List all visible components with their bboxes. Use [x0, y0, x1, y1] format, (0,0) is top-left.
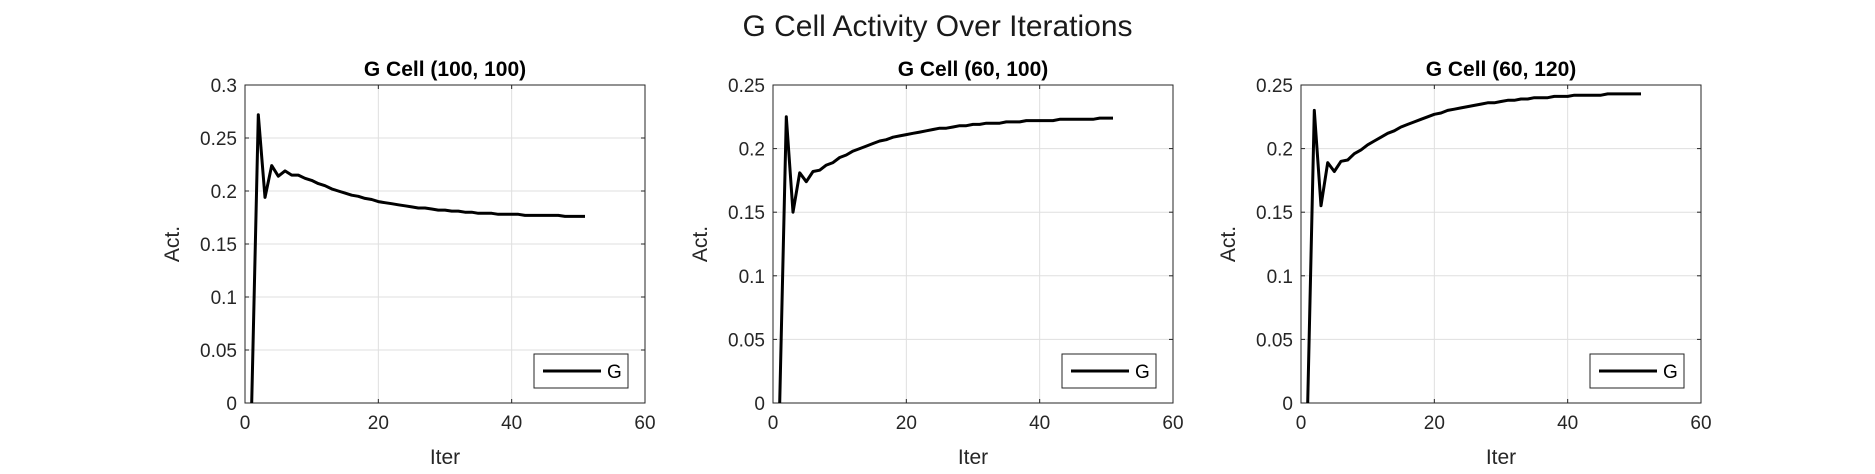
x-tick-label: 0 — [1296, 413, 1307, 434]
plot-area-frame — [1300, 84, 1702, 404]
x-tick-label: 0 — [768, 413, 779, 434]
x-tick-label: 40 — [1029, 413, 1050, 434]
x-axis-label: Iter — [1486, 446, 1516, 469]
x-axis-label: Iter — [430, 446, 460, 469]
x-tick-label: 60 — [634, 413, 655, 434]
x-tick-label: 40 — [1557, 413, 1578, 434]
chart-panel-1: 0 20 40 60 0 0.05 0.1 0.15 0.2 0.25 0.3 G Cell (100… — [161, 58, 656, 469]
x-tick-label: 20 — [368, 413, 389, 434]
y-tick-label: 0 — [754, 394, 765, 415]
chart-title: G Cell (100, 100) — [364, 58, 526, 81]
legend: G — [1061, 353, 1157, 389]
y-tick-label: 0.2 — [211, 182, 237, 203]
plot-area-frame — [772, 84, 1174, 404]
y-tick-label: 0.05 — [728, 330, 765, 351]
legend-label: G — [607, 362, 622, 383]
legend-label: G — [1663, 362, 1678, 383]
y-tick-label: 0.2 — [1267, 140, 1293, 161]
y-tick-label: 0 — [226, 394, 237, 415]
y-tick-label: 0 — [1282, 394, 1293, 415]
series-line-G — [1306, 92, 1641, 404]
y-tick-label: 0.05 — [1256, 330, 1293, 351]
y-tick-label: 0.15 — [200, 235, 237, 256]
y-axis-label: Act. — [1217, 226, 1240, 262]
chart-title: G Cell (60, 100) — [898, 58, 1049, 81]
y-tick-label: 0.25 — [200, 129, 237, 150]
y-tick-label: 0.1 — [739, 267, 765, 288]
x-tick-label: 20 — [1424, 413, 1445, 434]
x-tick-label: 60 — [1690, 413, 1711, 434]
y-tick-label: 0.25 — [728, 76, 765, 97]
x-tick-label: 20 — [896, 413, 917, 434]
legend-label: G — [1135, 362, 1150, 383]
y-tick-label: 0.15 — [1256, 203, 1293, 224]
series-line-G — [778, 115, 1113, 404]
y-tick-label: 0.25 — [1256, 76, 1293, 97]
y-tick-label: 0.2 — [739, 140, 765, 161]
x-axis-label: Iter — [958, 446, 988, 469]
y-axis-label: Act. — [689, 226, 712, 262]
y-tick-label: 0.3 — [211, 76, 237, 97]
y-axis-label: Act. — [161, 226, 184, 262]
series-line-G — [250, 113, 585, 404]
legend: G — [1589, 353, 1685, 389]
chart-title: G Cell (60, 120) — [1426, 58, 1577, 81]
x-tick-label: 0 — [240, 413, 251, 434]
y-tick-label: 0.1 — [1267, 267, 1293, 288]
figure-title: G Cell Activity Over Iterations — [742, 10, 1133, 43]
x-tick-label: 60 — [1162, 413, 1183, 434]
x-tick-label: 40 — [501, 413, 522, 434]
y-tick-label: 0.05 — [200, 341, 237, 362]
legend: G — [533, 353, 629, 389]
y-tick-label: 0.1 — [211, 288, 237, 309]
chart-panel-3: 0 20 40 60 0 0.05 0.1 0.15 0.2 0.25 G Cell (60, 12… — [1217, 58, 1712, 469]
chart-panel-2: 0 20 40 60 0 0.05 0.1 0.15 0.2 0.25 G Cell (60, 10… — [689, 58, 1184, 469]
y-tick-label: 0.15 — [728, 203, 765, 224]
